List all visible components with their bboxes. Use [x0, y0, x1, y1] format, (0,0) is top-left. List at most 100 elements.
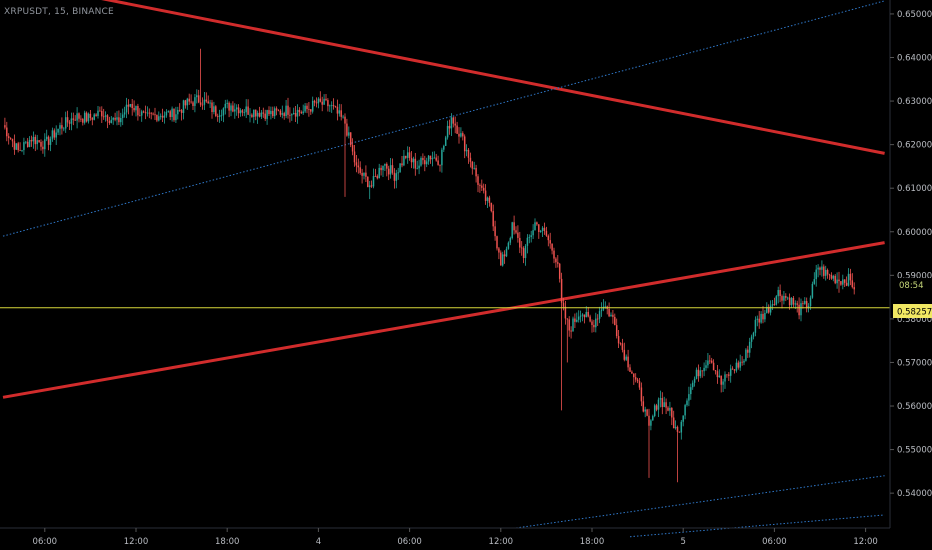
candle-body	[121, 114, 124, 119]
candle	[460, 127, 462, 138]
candle-body	[49, 138, 52, 145]
candle-body	[332, 105, 335, 107]
price-tick-label: 0.55000	[897, 446, 932, 456]
price-axis[interactable]: 0.65000 0.64000 0.63000 0.62000 0.61000 0.600…	[889, 0, 932, 528]
trend-line[interactable]	[3, 0, 885, 155]
candle	[790, 296, 793, 309]
price-tick-label: 0.59000	[897, 271, 932, 281]
candle	[11, 138, 14, 148]
candle	[505, 246, 508, 258]
candle-body	[192, 102, 194, 106]
candle	[705, 360, 707, 371]
candle-body	[479, 184, 481, 186]
candle-body	[652, 416, 654, 421]
candle-body	[828, 274, 831, 276]
candle-body	[475, 167, 477, 177]
candle	[796, 300, 798, 313]
candle-body	[431, 158, 434, 160]
channel-line[interactable]	[2, 0, 885, 237]
candle	[764, 309, 766, 323]
candle	[450, 113, 453, 136]
candle-body	[89, 113, 92, 118]
channel-line[interactable]	[629, 514, 885, 538]
candle-body	[123, 112, 126, 115]
candle-body	[131, 103, 133, 109]
candle-body	[40, 141, 42, 147]
candle-body	[222, 108, 225, 116]
candle	[479, 183, 481, 193]
candle-body	[612, 314, 614, 317]
symbol-interval: 15	[54, 7, 66, 17]
candle	[315, 97, 318, 108]
trend-line[interactable]	[2, 241, 885, 399]
candle-body	[387, 168, 390, 175]
candle	[754, 316, 757, 337]
candle	[612, 310, 614, 324]
candle-body	[156, 114, 158, 121]
candle	[144, 105, 147, 120]
candle-body	[249, 114, 251, 116]
candle	[572, 316, 574, 332]
candle-body	[386, 163, 388, 169]
candle-body	[697, 369, 700, 377]
candle-body	[441, 149, 443, 166]
candle	[758, 310, 760, 329]
candle-body	[646, 409, 648, 416]
candle	[823, 264, 825, 279]
candle-body	[716, 371, 719, 378]
candle	[448, 119, 451, 135]
candle-body	[663, 402, 665, 407]
candle-body	[657, 399, 660, 410]
candle	[741, 356, 743, 366]
drawing-layer	[2, 0, 885, 538]
candle	[319, 91, 322, 103]
candle	[724, 371, 726, 389]
candle-body	[315, 102, 318, 104]
candle	[762, 306, 764, 324]
time-tick-label: 12:00	[124, 537, 149, 547]
candle	[154, 107, 156, 120]
candle-body	[781, 296, 783, 301]
candle-body	[116, 117, 118, 120]
candle	[446, 120, 449, 140]
candle-body	[196, 95, 198, 98]
candle	[773, 297, 776, 306]
candle	[268, 106, 270, 116]
candle	[19, 142, 21, 151]
candle	[262, 107, 265, 118]
candle	[581, 313, 584, 322]
candle	[551, 243, 553, 255]
candle	[30, 135, 33, 147]
candle-body	[287, 105, 289, 115]
candle-body	[158, 116, 160, 121]
candle	[389, 158, 392, 179]
candle	[83, 110, 86, 125]
candle	[330, 101, 333, 113]
candle-body	[277, 110, 280, 112]
candle-body	[357, 165, 360, 168]
candle-body	[207, 101, 209, 104]
candle	[118, 110, 120, 125]
candle-body	[74, 119, 76, 121]
candle	[260, 110, 263, 120]
candle-body	[32, 136, 35, 142]
candle-body	[232, 105, 234, 112]
candle-body	[311, 100, 314, 112]
time-axis[interactable]: 06:00 12:00 18:00 4 06:00 12:00 18:00 5 06:00 12:…	[0, 527, 890, 547]
candle-body	[330, 105, 333, 106]
candle-body	[146, 112, 149, 114]
candle-body	[595, 318, 597, 328]
candle-body	[300, 112, 303, 114]
candle	[277, 109, 280, 112]
candle-body	[382, 165, 384, 171]
candle	[220, 109, 223, 121]
symbol-header[interactable]: XRPUSDT, 15, BINANCE	[4, 7, 114, 17]
candle	[216, 113, 219, 122]
channel-line[interactable]	[515, 475, 885, 529]
candle-body	[173, 108, 175, 121]
candle-body	[574, 318, 576, 322]
candle	[235, 104, 238, 116]
candle	[422, 153, 424, 165]
candle-body	[731, 368, 734, 370]
